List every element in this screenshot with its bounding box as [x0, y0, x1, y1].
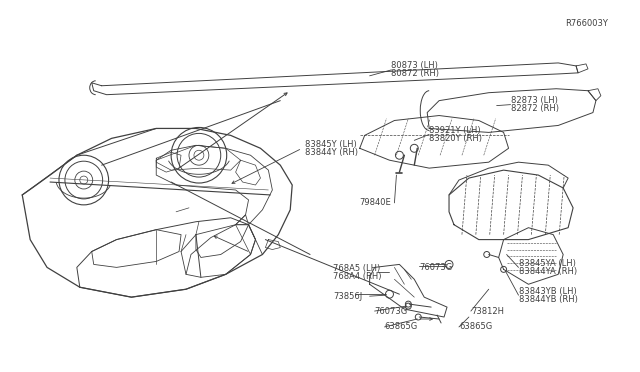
- Text: 83844Y (RH): 83844Y (RH): [305, 148, 358, 157]
- Text: 83820Y (RH): 83820Y (RH): [429, 134, 482, 143]
- Text: 76073G: 76073G: [374, 307, 408, 315]
- Text: 83845Y (LH): 83845Y (LH): [305, 140, 357, 149]
- Text: 73856J: 73856J: [333, 292, 362, 301]
- Text: 79840E: 79840E: [360, 198, 392, 207]
- Text: 83844YA (RH): 83844YA (RH): [518, 267, 577, 276]
- Text: 83921Y (LH): 83921Y (LH): [429, 126, 481, 135]
- Text: 82872 (RH): 82872 (RH): [511, 104, 559, 113]
- Text: 80873 (LH): 80873 (LH): [392, 61, 438, 70]
- Text: 80872 (RH): 80872 (RH): [392, 69, 440, 78]
- Text: 63865G: 63865G: [459, 323, 492, 331]
- Text: 82873 (LH): 82873 (LH): [511, 96, 557, 105]
- Text: R766003Y: R766003Y: [565, 19, 608, 28]
- Text: 63865G: 63865G: [385, 323, 418, 331]
- Text: 83843YB (LH): 83843YB (LH): [518, 287, 576, 296]
- Text: 83844YB (RH): 83844YB (RH): [518, 295, 577, 304]
- Text: 73812H: 73812H: [471, 307, 504, 315]
- Text: 768A4 (RH): 768A4 (RH): [333, 272, 381, 281]
- Text: 768A5 (LH): 768A5 (LH): [333, 264, 380, 273]
- Text: 83845YA (LH): 83845YA (LH): [518, 259, 575, 268]
- Text: 76073G: 76073G: [419, 263, 452, 272]
